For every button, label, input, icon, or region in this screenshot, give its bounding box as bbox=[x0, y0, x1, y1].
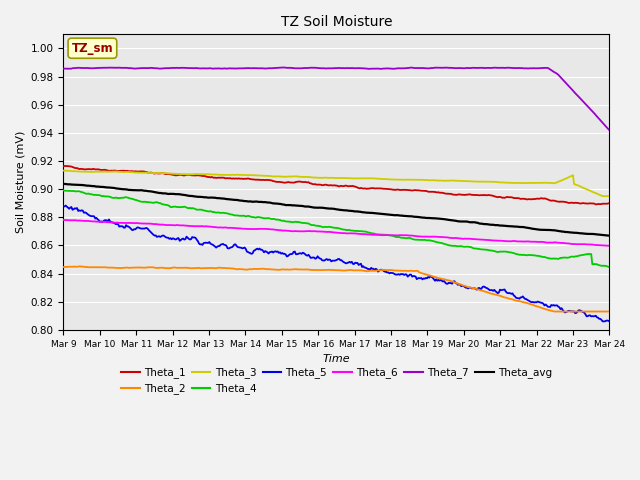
Y-axis label: Soil Moisture (mV): Soil Moisture (mV) bbox=[15, 131, 25, 233]
Legend: Theta_1, Theta_2, Theta_3, Theta_4, Theta_5, Theta_6, Theta_7, Theta_avg: Theta_1, Theta_2, Theta_3, Theta_4, Thet… bbox=[116, 363, 556, 398]
Title: TZ Soil Moisture: TZ Soil Moisture bbox=[281, 15, 392, 29]
Text: TZ_sm: TZ_sm bbox=[72, 42, 113, 55]
X-axis label: Time: Time bbox=[323, 354, 350, 364]
